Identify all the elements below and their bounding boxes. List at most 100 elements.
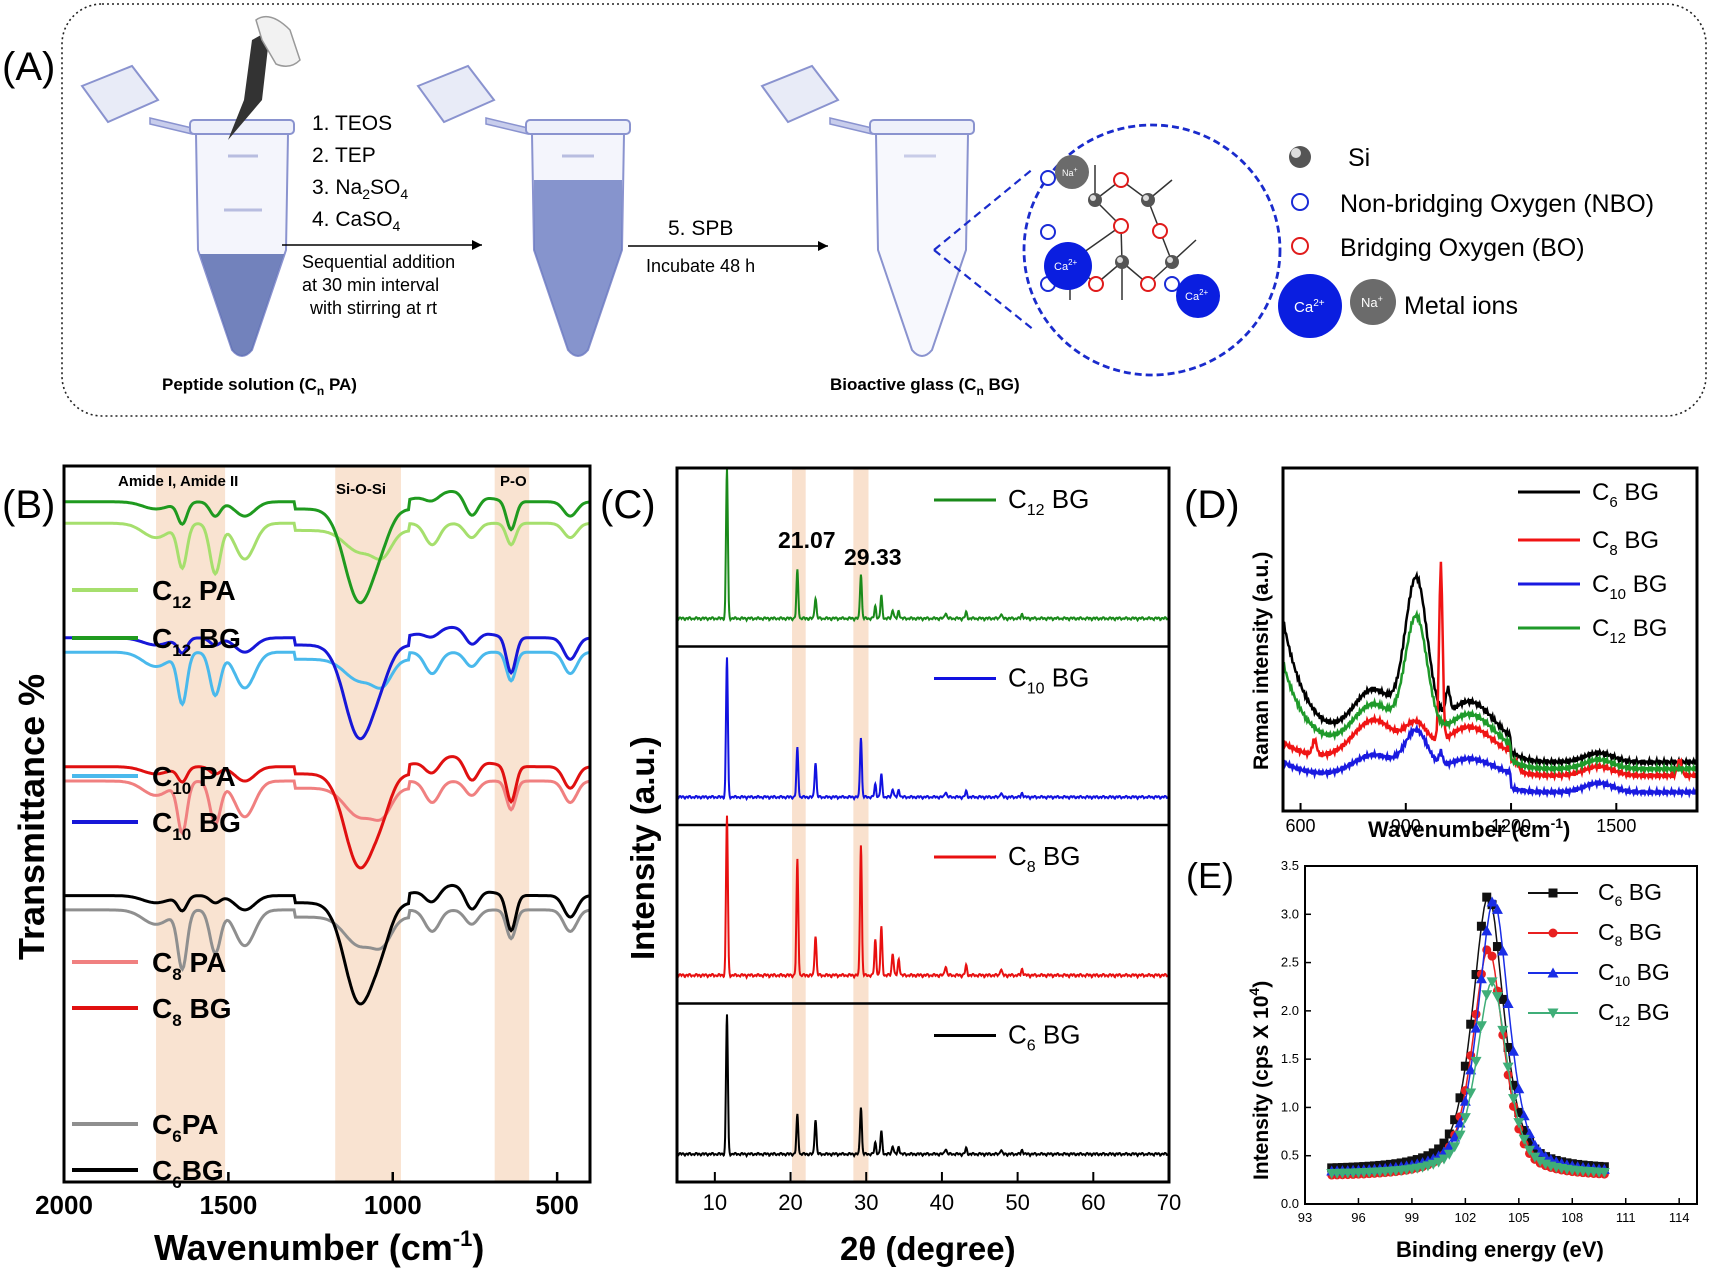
raman-legend-text-2: C10 BG bbox=[1592, 571, 1667, 603]
bo-atom-3 bbox=[1088, 276, 1104, 292]
xps-markers-c12-bg bbox=[1326, 977, 1610, 1179]
xps-marker bbox=[1519, 1125, 1529, 1135]
xps-marker bbox=[1449, 1142, 1461, 1153]
ftir-legend-text-0: C12 PA bbox=[152, 575, 236, 612]
xps-marker bbox=[1486, 896, 1498, 907]
nbo-atom-3 bbox=[1164, 276, 1180, 292]
panel-d-xlabel: Wavenumber (cm-1) bbox=[1368, 815, 1570, 842]
xps-marker bbox=[1444, 1129, 1454, 1139]
xps-line-c8-bg bbox=[1331, 947, 1608, 1176]
panel-e: (E) 93 96 99 102 105 108 111 114 0.0 0.5 1.0 1.5 2.0… bbox=[1186, 855, 1698, 1262]
xps-marker bbox=[1443, 1149, 1455, 1160]
xrd-line-c10-bg bbox=[676, 657, 1169, 802]
step-spb: 5. SPB bbox=[668, 217, 733, 240]
xps-markers-c6-bg bbox=[1327, 892, 1609, 1173]
xrd-xtick-label-60: 60 bbox=[1081, 1190, 1105, 1215]
xps-legend-text-2: C10 BG bbox=[1598, 959, 1670, 989]
xps-ytick-label-3: 3.0 bbox=[1281, 906, 1299, 921]
ftir-xtick-label-2000: 2000 bbox=[35, 1190, 93, 1220]
nbo-atom-1 bbox=[1040, 224, 1056, 240]
xps-marker bbox=[1508, 1080, 1518, 1090]
xrd-xtick-label-20: 20 bbox=[778, 1190, 802, 1215]
xps-xtick-label-105: 105 bbox=[1508, 1210, 1530, 1225]
panel-a-label: (A) bbox=[2, 45, 55, 89]
svg-text:Non-bridging Oxygen (NBO): Non-bridging Oxygen (NBO) bbox=[1340, 190, 1654, 218]
xps-legend-marker-2 bbox=[1547, 967, 1559, 978]
legend-si: Si bbox=[1289, 144, 1370, 172]
xps-marker bbox=[1598, 1167, 1610, 1178]
xps-marker bbox=[1524, 1145, 1536, 1156]
xps-ytick-label-1.5: 1.5 bbox=[1281, 1051, 1299, 1066]
xps-ytick-label-1: 1.0 bbox=[1281, 1099, 1299, 1114]
xps-ytick-label-3.5: 3.5 bbox=[1281, 858, 1299, 873]
ftir-legend-text-6: C6PA bbox=[152, 1109, 219, 1146]
svg-text:Bridging Oxygen (BO): Bridging Oxygen (BO) bbox=[1340, 234, 1585, 262]
raman-xtick-label-1200: 1200 bbox=[1491, 816, 1531, 836]
xrd-line-c6-bg bbox=[676, 1014, 1169, 1159]
panel-d-ylabel: Raman intensity (a.u.) bbox=[1250, 552, 1273, 770]
xps-marker bbox=[1481, 990, 1493, 1001]
bo-atom-4 bbox=[1140, 276, 1156, 292]
si-highlight-0 bbox=[1090, 195, 1096, 201]
si-highlight-1 bbox=[1143, 195, 1149, 201]
panel-d-axes bbox=[1281, 466, 1699, 813]
band-label-sioSi: Si-O-Si bbox=[336, 481, 386, 498]
panel-c-axes bbox=[675, 466, 1171, 1184]
xps-marker bbox=[1502, 1062, 1514, 1073]
xps-marker bbox=[1492, 942, 1502, 952]
xrd-xtick-label-70: 70 bbox=[1157, 1190, 1181, 1215]
xrd-xtick-label-10: 10 bbox=[703, 1190, 727, 1215]
xps-marker bbox=[1470, 1022, 1482, 1033]
xps-legend-marker-0 bbox=[1548, 888, 1558, 898]
panel-a: (A) 1. TEOS 2. TEP 3. Na2SO4 4. CaSO4 Se… bbox=[2, 3, 1707, 417]
si-highlight-3 bbox=[1117, 257, 1123, 263]
xps-ytick-label-0.5: 0.5 bbox=[1281, 1148, 1299, 1163]
xps-marker bbox=[1507, 1094, 1519, 1105]
svg-text:Ca2+: Ca2+ bbox=[1294, 298, 1325, 316]
xps-marker bbox=[1491, 992, 1503, 1003]
band-2 bbox=[494, 466, 530, 1182]
xps-xtick-label-99: 99 bbox=[1405, 1210, 1419, 1225]
panel-e-plot: 93 96 99 102 105 108 111 114 0.0 0.5 1.0 1.5 2.0 2.5 3… bbox=[1281, 858, 1690, 1225]
panel-d-plot: C6 BG C8 BG C10 BG C12 BG 600 900 1200 1500 bbox=[1281, 479, 1698, 836]
arrow-2-note: Incubate 48 h bbox=[646, 256, 755, 276]
panel-c-xlabel: 2θ (degree) bbox=[840, 1230, 1016, 1267]
panel-e-ylabel: Intensity (cps X 104) bbox=[1246, 981, 1273, 1180]
ftir-legend-text-3: C10 BG bbox=[152, 807, 241, 844]
xps-marker bbox=[1491, 903, 1503, 914]
caption-bioactive-glass: Bioactive glass (Cn BG) bbox=[830, 375, 1020, 398]
xps-marker bbox=[1465, 1088, 1477, 1099]
xps-marker bbox=[1454, 1130, 1466, 1141]
raman-legend-text-0: C6 BG bbox=[1592, 479, 1659, 511]
zoom-inset: Na+ Ca2+ Ca2+ bbox=[933, 123, 1282, 377]
xps-xtick-label-108: 108 bbox=[1561, 1210, 1583, 1225]
xps-ytick-label-0: 0.0 bbox=[1281, 1196, 1299, 1211]
xps-marker bbox=[1534, 1156, 1546, 1167]
xps-marker bbox=[1470, 1056, 1482, 1067]
arrow-1-note-line2: at 30 min interval bbox=[302, 275, 439, 295]
xps-marker bbox=[1529, 1152, 1541, 1163]
ftir-line-c8-pa bbox=[64, 779, 591, 836]
band-1 bbox=[335, 466, 401, 1182]
xps-marker bbox=[1513, 1118, 1525, 1129]
raman-xtick-label-1500: 1500 bbox=[1596, 816, 1636, 836]
panel-b-axes bbox=[62, 464, 592, 1184]
svg-text:Metal ions: Metal ions bbox=[1404, 292, 1518, 320]
bo-atom-0 bbox=[1113, 172, 1129, 188]
xps-marker bbox=[1438, 1154, 1450, 1165]
panel-c-label: (C) bbox=[600, 483, 656, 527]
xps-marker bbox=[1487, 951, 1497, 961]
xps-legend-marker-1 bbox=[1548, 928, 1558, 938]
svg-text:Si: Si bbox=[1348, 144, 1370, 172]
xrd-legend-text-0: C12 BG bbox=[1008, 484, 1089, 519]
raman-line-c8-bg bbox=[1281, 561, 1698, 783]
xps-legend-marker-3 bbox=[1547, 1008, 1559, 1019]
steps-1-4: 1. TEOS 2. TEP 3. Na2SO4 4. CaSO4 bbox=[312, 112, 408, 234]
nbo-atom-0 bbox=[1040, 170, 1056, 186]
xps-marker bbox=[1465, 1064, 1477, 1075]
xps-xtick-label-96: 96 bbox=[1351, 1210, 1365, 1225]
xrd-line-c8-bg bbox=[676, 815, 1170, 981]
svg-text:Ca2+: Ca2+ bbox=[1185, 288, 1209, 303]
panel-b-label: (B) bbox=[2, 483, 55, 527]
xps-marker bbox=[1439, 1138, 1449, 1148]
